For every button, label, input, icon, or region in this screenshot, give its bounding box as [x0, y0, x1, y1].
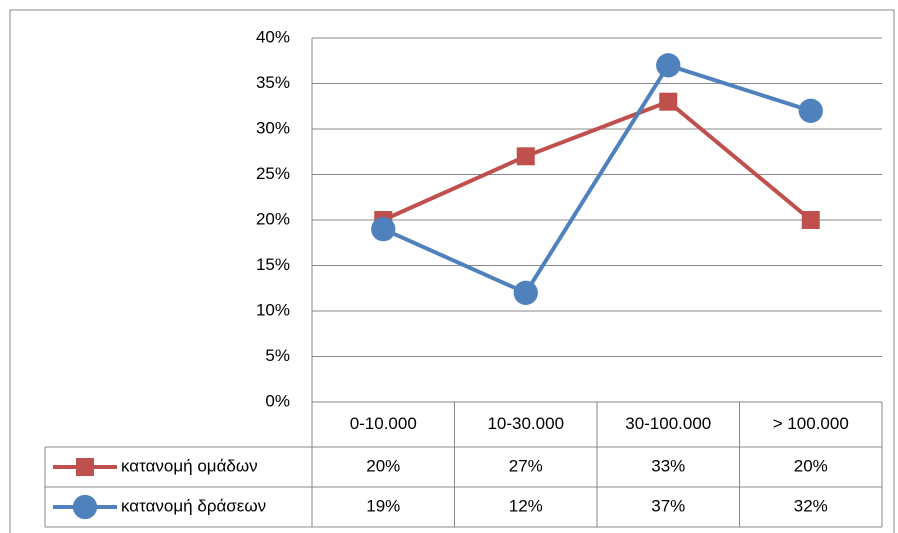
y-tick-label: 20%: [256, 209, 290, 228]
chart-frame: [9, 9, 895, 533]
legend-label: κατανομή ομάδων: [121, 456, 258, 475]
table-value: 19%: [366, 496, 400, 515]
legend-marker: [72, 494, 98, 520]
data-point: [659, 92, 678, 111]
y-tick-label: 15%: [256, 255, 290, 274]
y-tick-label: 0%: [265, 391, 290, 410]
y-tick-label: 40%: [256, 27, 290, 46]
legend-label: κατανομή δράσεων: [121, 496, 266, 515]
data-point: [801, 211, 820, 229]
y-tick-label: 10%: [256, 300, 290, 319]
x-tick-label: 30-100.000: [625, 414, 711, 433]
table-value: 37%: [651, 496, 685, 515]
data-point: [798, 98, 823, 123]
y-tick-label: 25%: [256, 164, 290, 183]
data-point: [513, 280, 538, 305]
data-point: [656, 53, 681, 78]
table-value: 32%: [794, 496, 828, 515]
series-line: [382, 99, 813, 222]
table-value: 20%: [794, 456, 828, 475]
x-tick-label: > 100.000: [773, 414, 849, 433]
data-point: [516, 147, 535, 166]
table-value: 12%: [509, 496, 543, 515]
legend-marker: [76, 458, 94, 476]
x-tick-label: 0-10.000: [350, 414, 417, 433]
table-value: 33%: [651, 456, 685, 475]
y-tick-label: 5%: [265, 346, 290, 365]
x-tick-label: 10-30.000: [487, 414, 564, 433]
y-tick-label: 35%: [256, 73, 290, 92]
series-line: [382, 63, 812, 295]
data-point: [371, 216, 396, 242]
table-value: 27%: [509, 456, 543, 475]
table-value: 20%: [366, 456, 400, 475]
y-tick-label: 30%: [256, 118, 290, 137]
